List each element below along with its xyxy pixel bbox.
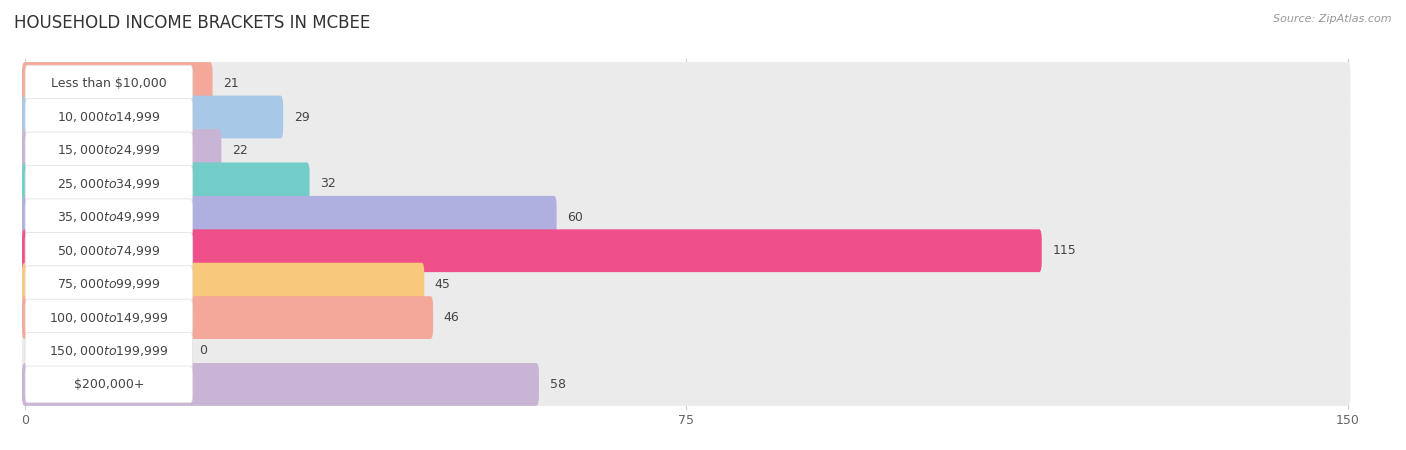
Text: 0: 0 bbox=[200, 345, 207, 357]
Text: Less than $10,000: Less than $10,000 bbox=[51, 77, 167, 90]
FancyBboxPatch shape bbox=[22, 263, 1351, 306]
FancyBboxPatch shape bbox=[22, 196, 557, 238]
FancyBboxPatch shape bbox=[25, 232, 193, 269]
FancyBboxPatch shape bbox=[25, 199, 193, 236]
Text: 46: 46 bbox=[444, 311, 460, 324]
FancyBboxPatch shape bbox=[25, 166, 193, 202]
FancyBboxPatch shape bbox=[22, 129, 1351, 172]
FancyBboxPatch shape bbox=[22, 230, 1351, 272]
FancyBboxPatch shape bbox=[22, 62, 1351, 105]
FancyBboxPatch shape bbox=[22, 95, 283, 139]
Text: Source: ZipAtlas.com: Source: ZipAtlas.com bbox=[1274, 14, 1392, 23]
FancyBboxPatch shape bbox=[22, 62, 212, 105]
FancyBboxPatch shape bbox=[25, 266, 193, 302]
FancyBboxPatch shape bbox=[22, 129, 221, 172]
FancyBboxPatch shape bbox=[22, 363, 538, 406]
Text: 60: 60 bbox=[567, 211, 583, 224]
Text: 58: 58 bbox=[550, 378, 565, 391]
Text: $200,000+: $200,000+ bbox=[73, 378, 145, 391]
FancyBboxPatch shape bbox=[25, 99, 193, 135]
FancyBboxPatch shape bbox=[22, 95, 1351, 139]
FancyBboxPatch shape bbox=[22, 329, 1351, 373]
FancyBboxPatch shape bbox=[25, 333, 193, 369]
Text: $150,000 to $199,999: $150,000 to $199,999 bbox=[49, 344, 169, 358]
FancyBboxPatch shape bbox=[25, 132, 193, 169]
FancyBboxPatch shape bbox=[22, 296, 1351, 339]
Text: $25,000 to $34,999: $25,000 to $34,999 bbox=[58, 177, 160, 191]
Text: 45: 45 bbox=[434, 278, 451, 291]
Text: 21: 21 bbox=[224, 77, 239, 90]
Text: 32: 32 bbox=[321, 177, 336, 190]
FancyBboxPatch shape bbox=[22, 363, 1351, 406]
Text: 115: 115 bbox=[1052, 244, 1076, 257]
Text: $100,000 to $149,999: $100,000 to $149,999 bbox=[49, 310, 169, 324]
Text: $10,000 to $14,999: $10,000 to $14,999 bbox=[58, 110, 160, 124]
FancyBboxPatch shape bbox=[22, 263, 425, 306]
Text: $50,000 to $74,999: $50,000 to $74,999 bbox=[58, 244, 160, 258]
FancyBboxPatch shape bbox=[25, 366, 193, 403]
Text: $75,000 to $99,999: $75,000 to $99,999 bbox=[58, 277, 160, 291]
Text: $35,000 to $49,999: $35,000 to $49,999 bbox=[58, 210, 160, 224]
Text: 22: 22 bbox=[232, 144, 247, 157]
FancyBboxPatch shape bbox=[25, 65, 193, 102]
Text: $15,000 to $24,999: $15,000 to $24,999 bbox=[58, 144, 160, 158]
FancyBboxPatch shape bbox=[22, 296, 433, 339]
FancyBboxPatch shape bbox=[22, 230, 1042, 272]
Text: HOUSEHOLD INCOME BRACKETS IN MCBEE: HOUSEHOLD INCOME BRACKETS IN MCBEE bbox=[14, 14, 370, 32]
FancyBboxPatch shape bbox=[22, 162, 1351, 205]
FancyBboxPatch shape bbox=[25, 299, 193, 336]
Text: 29: 29 bbox=[294, 111, 309, 123]
FancyBboxPatch shape bbox=[22, 196, 1351, 238]
FancyBboxPatch shape bbox=[22, 162, 309, 205]
